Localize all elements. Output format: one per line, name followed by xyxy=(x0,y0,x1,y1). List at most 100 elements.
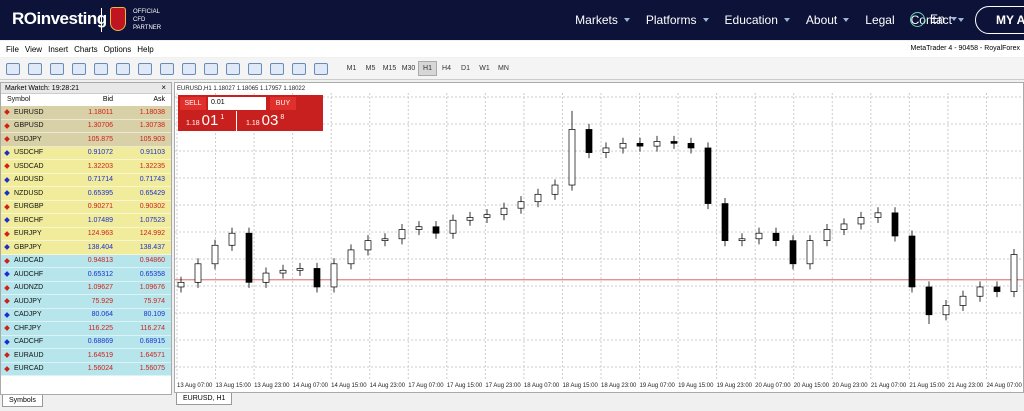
timeframe-button[interactable]: M5 xyxy=(365,65,376,72)
symbol-row[interactable]: USDJPY 105.875 105.903 xyxy=(1,133,171,147)
menu-item[interactable]: Charts xyxy=(74,44,98,54)
symbol-row[interactable]: AUDUSD 0.71714 0.71743 xyxy=(1,173,171,187)
toolbar-icon[interactable] xyxy=(6,62,20,75)
timeframe-button[interactable]: W1 xyxy=(479,65,490,72)
toolbar-icon[interactable] xyxy=(204,62,218,75)
candle-body xyxy=(908,235,916,288)
symbol-row[interactable]: GBPUSD 1.30706 1.30738 xyxy=(1,119,171,133)
toolbar-icon[interactable] xyxy=(182,62,196,75)
symbol-row[interactable]: NZDUSD 0.65395 0.65429 xyxy=(1,187,171,201)
nav-item[interactable]: Markets xyxy=(575,13,630,27)
timeframe-button[interactable]: M15 xyxy=(382,65,397,72)
toolbar-icon[interactable] xyxy=(138,62,152,75)
symbol-row[interactable]: GBPJPY 138.404 138.437 xyxy=(1,241,171,255)
nav-item[interactable]: Legal xyxy=(865,13,894,27)
toolbar-icon[interactable] xyxy=(28,62,42,75)
language[interactable]: En xyxy=(930,12,957,26)
menu-item[interactable]: View xyxy=(24,44,43,54)
symbols-tab[interactable]: Symbols xyxy=(2,395,43,407)
symbol-row[interactable]: EURCAD 1.56024 1.56075 xyxy=(1,362,171,376)
toolbar-icon[interactable] xyxy=(248,62,262,75)
symbol-row[interactable]: AUDNZD 1.09627 1.09676 xyxy=(1,281,171,295)
candle-body xyxy=(568,129,576,186)
timeframe-button[interactable]: MN xyxy=(498,65,509,72)
sell-button[interactable]: SELL xyxy=(180,97,206,110)
symbol-row[interactable]: AUDCAD 0.94813 0.94860 xyxy=(1,254,171,268)
menu-bar: MetaTrader 4 - 90458 - RoyalForex File Vi… xyxy=(0,41,1024,57)
direction-icon xyxy=(4,203,10,210)
candle-body xyxy=(449,219,457,234)
candle-body xyxy=(313,268,321,288)
symbol-row[interactable]: EURAUD 1.64519 1.64571 xyxy=(1,349,171,363)
toolbar-icon[interactable] xyxy=(94,62,108,75)
symbol-row[interactable]: AUDCHF 0.65312 0.65358 xyxy=(1,268,171,282)
symbol: EURAUD xyxy=(14,351,44,359)
timeframe-button[interactable]: H1 xyxy=(418,61,437,76)
symbol-row[interactable]: EURUSD 1.18011 1.18038 xyxy=(1,106,171,120)
market-watch-rows: EURUSD 1.18011 1.18038 GBPUSD 1.30706 1.30738… xyxy=(1,106,171,376)
price-part: 8 xyxy=(280,113,285,121)
buy-price[interactable]: 1.18 03 8 xyxy=(246,112,286,130)
account-button[interactable]: MY A xyxy=(975,6,1024,34)
toolbar-icon[interactable] xyxy=(72,62,86,75)
window-title: MetaTrader 4 - 90458 - RoyalForex xyxy=(910,45,1020,52)
candle-body xyxy=(517,201,525,209)
symbol-row[interactable]: EURGBP 0.90271 0.90302 xyxy=(1,200,171,214)
x-axis-label: 18 Aug 23:00 xyxy=(601,383,637,389)
candle-body xyxy=(228,232,236,246)
symbol-row[interactable]: USDCAD 1.32203 1.32235 xyxy=(1,160,171,174)
partner-line: OFFICIAL xyxy=(133,9,161,15)
symbol-row[interactable]: USDCHF 0.91072 0.91103 xyxy=(1,146,171,160)
timeframe-button[interactable]: M30 xyxy=(401,65,416,72)
logo[interactable]: ROinvesting xyxy=(12,9,107,29)
tab-label: EURUSD, H1 xyxy=(183,395,226,402)
ask: 0.91103 xyxy=(140,149,165,157)
menu-item[interactable]: Options xyxy=(103,44,132,54)
menu-item[interactable]: Help xyxy=(137,44,154,54)
x-axis-label: 18 Aug 15:00 xyxy=(562,383,598,389)
buy-button[interactable]: BUY xyxy=(270,97,296,110)
lot-input[interactable]: 0.01 xyxy=(208,97,266,110)
candle-body xyxy=(279,269,287,274)
bid: 138.404 xyxy=(87,243,113,251)
toolbar-icon[interactable] xyxy=(292,62,306,75)
nav-item[interactable]: Education xyxy=(725,13,790,27)
chart-tab[interactable]: EURUSD, H1 xyxy=(176,393,233,405)
nav-item[interactable]: Platforms xyxy=(646,13,709,27)
timeframe-button[interactable]: D1 xyxy=(461,65,470,72)
symbol-row[interactable]: EURCHF 1.07489 1.07523 xyxy=(1,214,171,228)
toolbar-icon[interactable] xyxy=(160,62,174,75)
logo-text: investing xyxy=(36,9,108,28)
menu-item[interactable]: Insert xyxy=(48,44,69,54)
toolbar-icon[interactable] xyxy=(314,62,328,75)
ask: 0.68915 xyxy=(139,338,165,346)
candle-body xyxy=(959,295,967,306)
candle-body xyxy=(211,244,219,265)
candle-body xyxy=(942,305,950,316)
symbol-row[interactable]: CADCHF 0.68869 0.68915 xyxy=(1,335,171,349)
symbol-row[interactable]: CADJPY 80.064 80.109 xyxy=(1,308,171,322)
symbol-row[interactable]: EURJPY 124.963 124.992 xyxy=(1,227,171,241)
toolbar-icon[interactable] xyxy=(270,62,284,75)
bid: 1.32203 xyxy=(87,162,113,170)
toolbar-icon[interactable] xyxy=(50,62,64,75)
symbol: EURGBP xyxy=(14,203,44,211)
ask: 124.992 xyxy=(139,230,165,238)
bid: 0.71714 xyxy=(87,176,113,184)
sell-price[interactable]: 1.18 01 1 xyxy=(186,112,226,130)
timeframe-button[interactable]: M1 xyxy=(346,65,357,72)
toolbar-icon[interactable] xyxy=(116,62,130,75)
nav-item[interactable]: About xyxy=(806,13,850,27)
globe-icon xyxy=(910,12,925,27)
close-button[interactable]: × xyxy=(161,83,166,92)
symbol-row[interactable]: AUDJPY 75.929 75.974 xyxy=(1,295,171,309)
direction-icon xyxy=(4,136,10,143)
chart-info: EURUSD,H1 1.18027 1.18065 1.17957 1.1802… xyxy=(177,86,306,92)
timeframe-button[interactable]: H4 xyxy=(442,65,451,72)
direction-icon xyxy=(4,149,10,156)
toolbar-icon[interactable] xyxy=(226,62,240,75)
candle-body xyxy=(194,263,202,283)
symbol-row[interactable]: CHFJPY 116.225 116.274 xyxy=(1,322,171,336)
menu-item[interactable]: File xyxy=(6,44,19,54)
